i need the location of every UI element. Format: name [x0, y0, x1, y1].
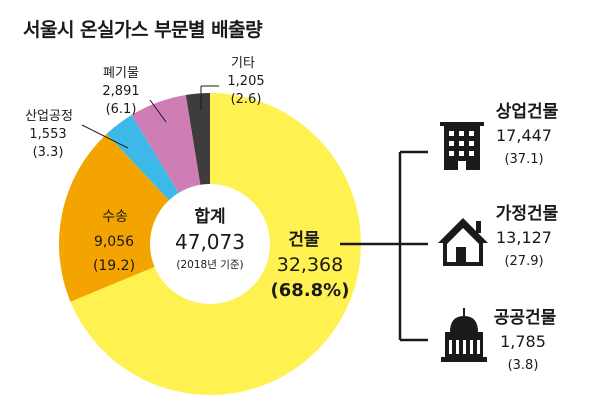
slice-label-industry: 산업공정 [25, 109, 73, 124]
slice-value-buildings: 32,368 [277, 254, 343, 276]
slice-value-waste: 2,891 [102, 84, 139, 99]
slice-label-waste: 폐기물 [103, 66, 139, 81]
chart-title: 서울시 온실가스 부문별 배출량 [23, 19, 263, 41]
donut-slice-transport [58, 133, 211, 302]
slice-label-buildings: 건물 [288, 230, 320, 250]
slice-value-other: 1,205 [227, 74, 264, 89]
breakdown-value-public: 1,785 [500, 332, 546, 351]
slice-label-transport: 수송 [102, 209, 128, 225]
breakdown-label-commercial: 상업건물 [496, 102, 559, 122]
slice-percent-buildings: (68.8%) [271, 280, 350, 301]
breakdown-label-public: 공공건물 [494, 308, 557, 328]
slice-value-industry: 1,553 [29, 127, 66, 142]
slice-percent-transport: (19.2) [93, 258, 135, 274]
house-icon [438, 218, 488, 266]
slice-percent-industry: (3.3) [33, 145, 64, 160]
breakdown-percent-public: (3.8) [508, 358, 539, 373]
breakdown-connector [340, 150, 428, 342]
breakdown-value-commercial: 17,447 [496, 126, 552, 145]
breakdown-label-household: 가정건물 [496, 204, 559, 224]
center-title: 합계 [194, 206, 225, 227]
leader-line-waste [149, 99, 167, 123]
slice-percent-other: (2.6) [231, 92, 262, 107]
slice-percent-waste: (6.1) [106, 102, 137, 117]
center-note: (2018년 기준) [176, 259, 243, 271]
center-total: 47,073 [175, 230, 245, 254]
slice-value-transport: 9,056 [94, 234, 134, 250]
slice-label-other: 기타 [231, 56, 255, 71]
leader-line-industry [81, 124, 129, 149]
breakdown-percent-commercial: (37.1) [504, 152, 543, 167]
donut-hole [150, 184, 270, 304]
breakdown-value-household: 13,127 [496, 228, 552, 247]
breakdown-percent-household: (27.9) [504, 254, 543, 269]
public-building-icon [441, 308, 487, 362]
office-building-icon [440, 122, 484, 170]
